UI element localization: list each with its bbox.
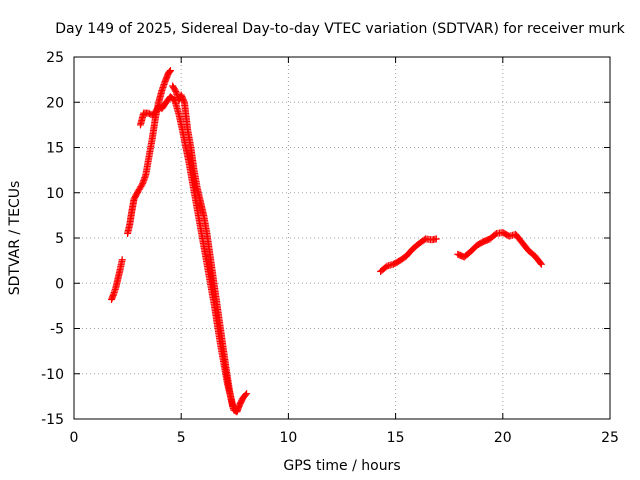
y-tick-label: -15	[41, 412, 64, 428]
y-tick-label: 25	[46, 50, 64, 66]
x-tick-label: 20	[494, 430, 512, 446]
data-point	[243, 390, 251, 398]
data-point	[537, 260, 545, 268]
data-point	[242, 391, 250, 399]
y-tick-label: 5	[55, 231, 64, 247]
x-axis-label: GPS time / hours	[283, 458, 400, 474]
data-point	[229, 402, 237, 410]
data-point	[166, 67, 174, 75]
y-tick-label: 15	[46, 141, 64, 157]
y-tick-label: -5	[50, 322, 64, 338]
x-axis-ticks: 0 5 10 15 20 25	[70, 57, 619, 446]
x-tick-label: 25	[601, 430, 619, 446]
y-tick-label: 20	[46, 95, 64, 111]
grid-lines	[74, 57, 610, 419]
y-axis-label: SDTVAR / TECUs	[7, 181, 23, 296]
data-point	[180, 97, 188, 105]
y-tick-label: -10	[41, 367, 64, 383]
x-tick-label: 0	[70, 430, 79, 446]
data-point	[536, 259, 544, 267]
x-tick-label: 10	[279, 430, 297, 446]
data-point	[138, 181, 146, 189]
y-tick-label: 10	[46, 186, 64, 202]
data-point	[432, 235, 440, 243]
x-tick-label: 5	[177, 430, 186, 446]
x-tick-label: 15	[387, 430, 405, 446]
data-point	[166, 67, 174, 75]
chart-title: Day 149 of 2025, Sidereal Day-to-day VTE…	[55, 21, 625, 37]
plot-points	[108, 67, 545, 416]
data-point	[118, 256, 126, 264]
y-tick-label: 0	[55, 276, 64, 292]
y-axis-ticks: -15 -10 -5 0 5 10 15 20 25	[41, 50, 610, 428]
